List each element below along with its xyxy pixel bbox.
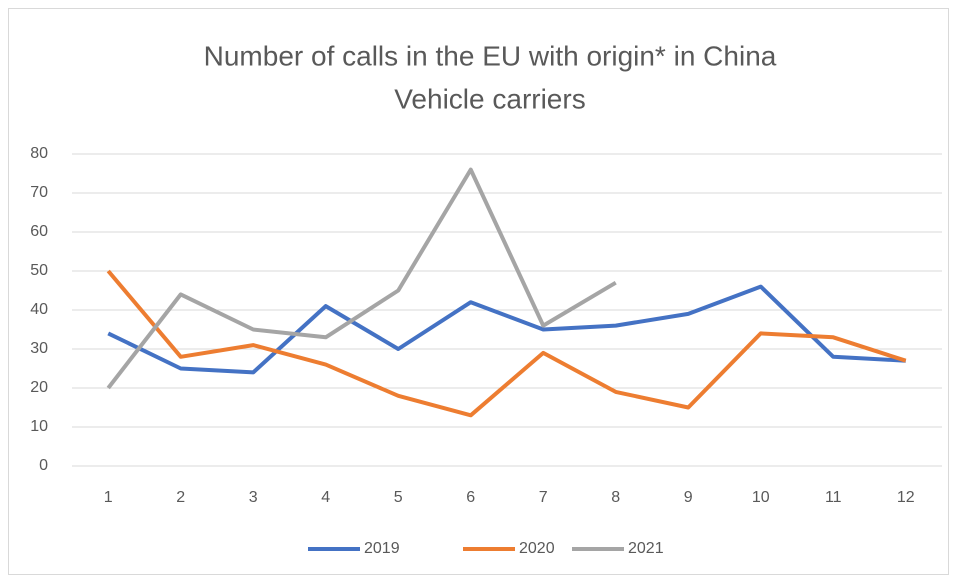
y-tick-label: 10 [30, 418, 48, 435]
series-line [106, 167, 617, 390]
y-tick-label: 30 [30, 340, 48, 357]
x-tick-label: 6 [466, 489, 475, 506]
y-tick-label: 0 [39, 457, 48, 474]
y-tick-label: 70 [30, 184, 48, 201]
x-tick-label: 5 [394, 489, 403, 506]
legend-label: 2020 [519, 540, 555, 557]
legend-label: 2021 [628, 540, 664, 557]
chart-subtitle: Vehicle carriers [394, 83, 585, 114]
x-tick-label: 3 [249, 489, 258, 506]
y-tick-label: 80 [30, 145, 48, 162]
series-line [106, 269, 907, 418]
y-tick-label: 60 [30, 223, 48, 240]
y-tick-label: 40 [30, 301, 48, 318]
x-tick-label: 1 [104, 489, 113, 506]
y-tick-label: 50 [30, 262, 48, 279]
legend-label: 2019 [364, 540, 400, 557]
x-tick-label: 11 [825, 489, 842, 506]
x-tick-label: 12 [897, 489, 915, 506]
x-tick-label: 10 [752, 489, 770, 506]
series-line [107, 284, 906, 375]
chart-border [8, 8, 949, 575]
y-tick-label: 20 [30, 379, 48, 396]
x-tick-label: 9 [684, 489, 693, 506]
x-tick-label: 2 [176, 489, 185, 506]
x-tick-label: 4 [321, 489, 330, 506]
chart-title: Number of calls in the EU with origin* i… [204, 40, 777, 71]
x-tick-label: 8 [611, 489, 620, 506]
x-tick-label: 7 [539, 489, 548, 506]
